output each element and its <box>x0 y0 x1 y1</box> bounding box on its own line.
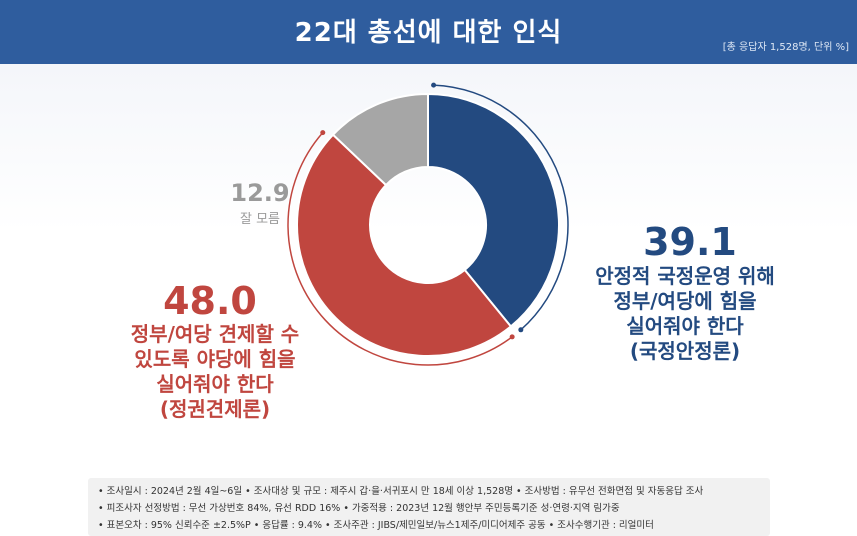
stability-label-line: 정부/여당에 힘을 <box>613 289 757 313</box>
arc-check-end-dot <box>509 334 515 340</box>
chart-area: 12.9 잘 모름 48.0 정부/여당 견제할 수 있도록 야당에 힘을 실어… <box>0 64 857 536</box>
stability-label-line: 안정적 국정운영 위해 <box>595 264 775 288</box>
check-label-line: (정권견제론) <box>159 397 271 421</box>
arc-check <box>287 132 513 366</box>
check-label-line: 있도록 야당에 힘을 <box>134 347 296 371</box>
check-label: 정부/여당 견제할 수 있도록 야당에 힘을 실어줘야 한다 (정권견제론) <box>90 322 340 422</box>
stability-value: 39.1 <box>643 220 737 264</box>
unknown-label: 잘 모름 <box>239 212 280 227</box>
unknown-value: 12.9 <box>230 179 290 207</box>
survey-notes: • 조사일시 : 2024년 2월 4일~6일 • 조사대상 및 규모 : 제주… <box>88 478 770 536</box>
check-value: 48.0 <box>163 279 257 323</box>
stability-label-line: 실어줘야 한다 <box>626 314 744 338</box>
stability-label-line: (국정안정론) <box>629 339 741 363</box>
stability-label: 안정적 국정운영 위해 정부/여당에 힘을 실어줘야 한다 (국정안정론) <box>560 264 810 364</box>
arc-stability-end-dot <box>518 327 524 333</box>
unit-note: [총 응답자 1,528명, 단위 %] <box>722 42 849 53</box>
survey-note-line: • 피조사자 선정방법 : 무선 가상번호 84%, 유선 RDD 16% • … <box>98 503 620 514</box>
arc-check-end-dot <box>320 130 326 136</box>
slice-unknown <box>331 92 429 187</box>
donut-chart <box>287 82 569 366</box>
survey-note-line: • 표본오차 : 95% 신뢰수준 ±2.5%P • 응답률 : 9.4% • … <box>98 520 654 531</box>
arc-stability-end-dot <box>431 82 437 88</box>
check-label-line: 실어줘야 한다 <box>156 372 274 396</box>
page-title: 22대 총선에 대한 인식 <box>294 18 563 48</box>
slice-check <box>296 133 513 357</box>
survey-note-line: • 조사일시 : 2024년 2월 4일~6일 • 조사대상 및 규모 : 제주… <box>98 486 704 497</box>
arc-stability <box>433 84 569 331</box>
header-bar: 22대 총선에 대한 인식 [총 응답자 1,528명, 단위 %] <box>0 0 857 64</box>
slice-stability <box>427 92 560 328</box>
check-label-line: 정부/여당 견제할 수 <box>130 322 300 346</box>
